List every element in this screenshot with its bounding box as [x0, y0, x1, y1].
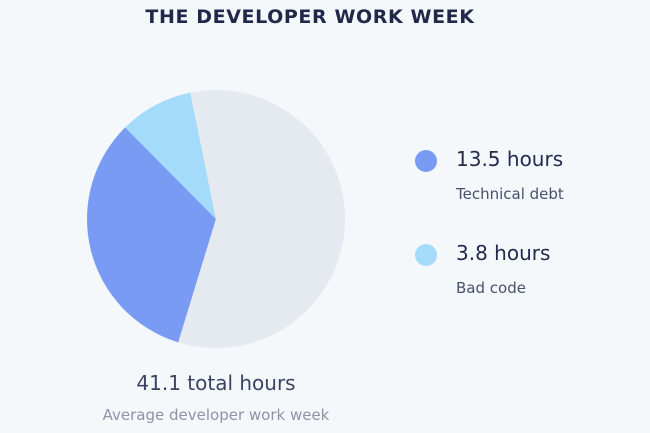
legend-value-technical-debt: 13.5 hours: [456, 147, 564, 171]
legend-swatch-bad-code: [415, 244, 437, 266]
legend-label-technical-debt: Technical debt: [456, 185, 564, 203]
pie-slice-remaining: [178, 89, 345, 348]
chart-title: THE DEVELOPER WORK WEEK: [145, 6, 475, 28]
total-caption: Average developer work week: [102, 406, 330, 424]
pie-slice-technical-debt: [87, 127, 216, 343]
legend-swatch-technical-debt: [415, 150, 437, 172]
pie-slice-bad-code: [125, 92, 216, 219]
legend-label-bad-code: Bad code: [456, 279, 526, 297]
total-hours: 41.1 total hours: [136, 371, 296, 395]
legend-value-bad-code: 3.8 hours: [456, 241, 551, 265]
